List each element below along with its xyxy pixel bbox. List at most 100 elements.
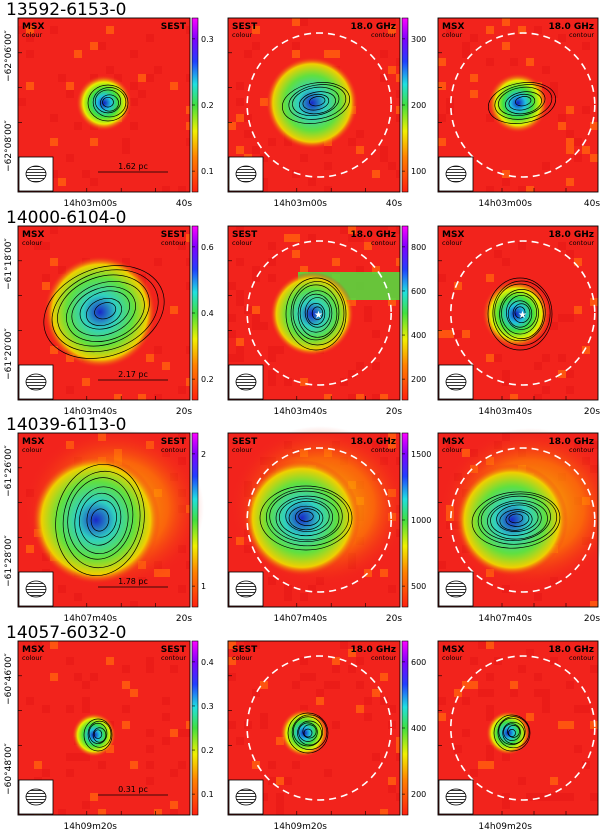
contour-line [309,96,326,107]
figure-row: 14039-6113-0−61°26′00″−61°28′00″MSXcolou… [4,415,600,624]
panel-sublabel-left: colour [442,31,462,39]
ra-tick-label: 14h07m40s [63,614,117,624]
contour-line [508,729,516,737]
beam-ellipse [235,373,257,391]
panel-sublabel-right: contour [569,654,594,662]
star-marker: ★ [518,310,527,321]
contour-line [493,714,531,752]
colorbar-tick-label: 0.6 [201,243,214,252]
panel-sublabel-right: contour [371,446,396,454]
figure-row: 14000-6104-0−61°18′00″−61°20′00″MSXcolou… [4,208,600,417]
contour-line [55,463,145,577]
contour-line [92,87,127,118]
panel-sublabel-left: colour [22,654,42,662]
beam-ellipse [235,165,257,183]
panel-label-left: MSX [442,22,464,32]
emission-peak [488,73,548,133]
contour-line [302,93,330,111]
primary-beam-circle [246,32,392,178]
ra-tick-label: 20s [584,407,600,417]
colorbar-tick-label: 0.1 [201,790,214,799]
panel-sublabel-right: contour [161,446,186,454]
colorbar-tick-label: 400 [411,331,426,340]
contour-line [87,720,112,748]
panel-frame [227,225,401,401]
beam-ellipse [25,165,47,183]
scale-bar-label: 0.31 pc [118,785,148,794]
colorbar-tick-label: 200 [411,790,426,799]
panel-label-right: 18.0 GHz [549,645,595,655]
panel-label-right: 18.0 GHz [351,437,397,447]
contour-line [290,281,345,346]
ra-tick-label: 14h03m40s [63,407,117,417]
ra-tick-label: 14h07m40s [478,614,532,624]
panel-label-right: SEST [161,230,187,240]
panel-label-right: 18.0 GHz [351,22,397,32]
ra-tick-label: 40s [386,199,402,209]
contour-line [288,84,347,120]
ra-tick-label: 14h07m40s [273,614,327,624]
panel-frame [17,432,191,608]
colorbar-tick-label: 600 [411,287,426,296]
ra-tick-label: 20s [584,614,600,624]
contour-line [71,286,136,337]
panel-label-right: 18.0 GHz [549,22,595,32]
colorbar-tick-label: 300 [411,35,426,44]
contour-line [87,84,129,122]
panel-frame [437,225,599,401]
panel-label-left: MSX [22,22,44,32]
panel-label-left: SEST [232,230,258,240]
contour-line [514,306,526,319]
panel-frame [17,225,191,401]
contour-line [515,96,532,107]
ra-tick-label: 20s [176,614,192,624]
dec-tick-label: −62°06′00″ [4,29,14,81]
colorbar-tick-label: 1500 [411,450,431,459]
source-name: 14000-6104-0 [6,208,126,228]
contour-line [508,513,524,524]
panel-sublabel-right: contour [161,654,186,662]
colorbar-tick-label: 0.4 [201,658,214,667]
contour-line [94,89,122,114]
contour-line [503,723,521,741]
beam-ellipse [235,580,257,598]
contour-line [471,491,561,549]
contour-line [269,490,343,543]
dec-tick-label: −62°08′00″ [4,119,14,171]
panel-frame [437,640,599,816]
panel-sublabel-right: contour [569,446,594,454]
ra-tick-label: 14h09m20s [478,822,532,829]
panel-label-right: 18.0 GHz [351,230,397,240]
colorbar-msx [191,432,199,608]
ra-tick-label: 14h03m00s [63,199,117,209]
contour-line [298,722,318,742]
panel-sublabel-left: colour [442,446,462,454]
panel-label-left: MSX [442,230,464,240]
panel-sublabel-left: colour [232,31,252,39]
panel-label-left: SEST [232,437,258,447]
contour-line [507,725,520,738]
emission-peak [244,460,360,576]
contour-line [92,727,107,743]
contour-line [505,91,542,115]
panel-label-right: 18.0 GHz [549,230,595,240]
contour-line [508,93,536,111]
colorbar-tick-label: 0.4 [201,309,214,318]
contour-line [43,265,165,359]
emission-peak [32,456,160,584]
panel-label-left: MSX [442,437,464,447]
emission-peak [266,57,358,149]
panel-label-left: MSX [22,437,44,447]
contour-line [507,300,533,328]
contour-line [279,498,333,537]
primary-beam-circle [449,655,596,801]
contour-line [298,510,314,522]
colorbar-tick-label: 1 [201,582,206,591]
contour-line [512,303,531,324]
panel-label-right: 18.0 GHz [351,645,397,655]
